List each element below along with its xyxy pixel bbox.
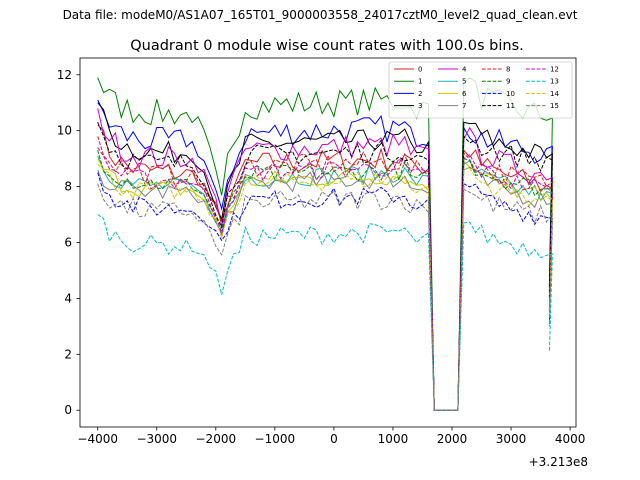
chart-title: Quadrant 0 module wise count rates with … xyxy=(130,38,524,54)
y-tick-label: 2 xyxy=(64,347,72,361)
series-line-6 xyxy=(97,158,553,411)
series-line-4 xyxy=(97,108,553,411)
x-tick-label: −4000 xyxy=(77,432,118,446)
series-line-7 xyxy=(97,166,553,411)
y-tick-label: 8 xyxy=(64,180,72,194)
y-tick-label: 12 xyxy=(57,68,72,82)
plot-area: −4000 −3000 −2000 −1000 0 1000 2000 3000 4000 0 2 4… xyxy=(57,57,586,446)
legend-label-13: 13 xyxy=(550,78,559,86)
legend-label-3: 3 xyxy=(418,102,422,110)
series-line-9 xyxy=(97,150,553,411)
legend-label-6: 6 xyxy=(462,90,467,98)
series-line-8 xyxy=(97,136,553,411)
series-line-3 xyxy=(97,102,553,411)
suptitle: Data file: modeM0/AS1A07_165T01_90000035… xyxy=(63,8,578,22)
legend-label-2: 2 xyxy=(418,90,422,98)
legend-label-11: 11 xyxy=(506,102,515,110)
series-line-1 xyxy=(97,77,553,411)
x-tick-label: 4000 xyxy=(555,432,586,446)
legend-label-15: 15 xyxy=(550,102,559,110)
legend-label-10: 10 xyxy=(506,90,515,98)
legend-label-12: 12 xyxy=(550,66,559,74)
y-tick-label: 4 xyxy=(64,291,72,305)
x-tick-label: −1000 xyxy=(255,432,296,446)
series-line-15 xyxy=(97,183,553,411)
series-line-2 xyxy=(97,99,553,411)
legend-label-9: 9 xyxy=(506,78,510,86)
series-line-13 xyxy=(97,214,553,411)
x-offset-text: +3.213e8 xyxy=(529,455,588,469)
legend-frame xyxy=(388,61,573,119)
legend-label-5: 5 xyxy=(462,78,466,86)
series-line-0 xyxy=(97,124,553,411)
legend-label-8: 8 xyxy=(506,66,510,74)
legend-label-1: 1 xyxy=(418,78,422,86)
x-tick-label: 1000 xyxy=(378,432,409,446)
x-tick-label: 0 xyxy=(330,432,338,446)
series-line-11 xyxy=(97,122,553,411)
y-tick-label: 0 xyxy=(64,403,72,417)
x-tick-label: 2000 xyxy=(437,432,468,446)
series-line-12 xyxy=(97,147,553,411)
x-tick-label: −3000 xyxy=(136,432,177,446)
series-line-14 xyxy=(97,163,553,411)
series-line-5 xyxy=(97,155,553,411)
x-tick-label: 3000 xyxy=(496,432,527,446)
y-tick-label: 10 xyxy=(57,124,72,138)
y-tick-label: 6 xyxy=(64,236,72,250)
legend-label-7: 7 xyxy=(462,102,466,110)
legend-label-0: 0 xyxy=(418,66,422,74)
legend-label-4: 4 xyxy=(462,66,467,74)
x-tick-label: −2000 xyxy=(196,432,237,446)
series-line-10 xyxy=(97,172,553,411)
legend-label-14: 14 xyxy=(550,90,559,98)
